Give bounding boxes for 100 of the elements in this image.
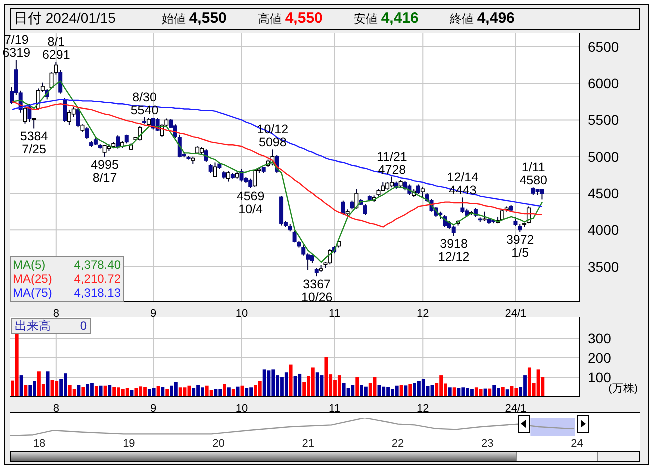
text: 始値 4,550 xyxy=(162,10,227,27)
text: 安値 4,416 xyxy=(354,10,419,27)
bar xyxy=(514,388,518,397)
candlestick xyxy=(416,184,421,195)
candlestick xyxy=(452,225,456,237)
bar xyxy=(462,388,466,397)
y-tick-label: 5500 xyxy=(588,112,620,128)
candlestick xyxy=(514,216,518,228)
y-tick-label: 5000 xyxy=(588,148,620,165)
x-tick-label: 10 xyxy=(236,308,248,320)
text: MA(75) 4,318.13 xyxy=(13,286,121,300)
y-tick-label: 100 xyxy=(588,369,612,386)
candlestick xyxy=(253,170,258,188)
annotation: 4569 10/4 xyxy=(236,189,265,216)
x-tick-label: 22 xyxy=(392,438,404,450)
bar xyxy=(311,368,315,397)
text: MA(25) 4,210.72 xyxy=(13,272,121,286)
x-tick-label: 24 xyxy=(571,438,584,450)
y-tick-label: 6500 xyxy=(588,38,620,55)
x-tick-label: 10 xyxy=(236,402,248,415)
x-tick-label: 24/1 xyxy=(505,308,527,320)
bar xyxy=(356,377,360,397)
bar xyxy=(232,389,236,397)
bar xyxy=(342,383,346,397)
bar xyxy=(378,385,382,397)
bar xyxy=(161,387,165,397)
annotation: 3972 1/5 xyxy=(506,233,534,260)
candlestick xyxy=(341,200,346,216)
bar xyxy=(99,386,103,397)
bar xyxy=(152,388,156,397)
x-tick-label: 8 xyxy=(53,308,60,320)
annotation: 8/30 5540 xyxy=(130,90,159,118)
candlestick xyxy=(213,162,218,178)
candlestick xyxy=(540,189,544,200)
y-tick-label: 300 xyxy=(588,330,612,346)
bar xyxy=(205,386,209,397)
annotation: 4995 8/17 xyxy=(91,158,119,186)
candlestick xyxy=(63,98,68,123)
annotation: 8/1 6291 xyxy=(42,35,70,62)
bar xyxy=(223,384,226,397)
bar xyxy=(479,389,483,397)
candlestick xyxy=(460,197,465,214)
annotation: 0 xyxy=(80,319,87,333)
bar xyxy=(245,388,249,397)
bar xyxy=(272,370,276,397)
bar xyxy=(55,381,59,397)
x-tick-label: 9 xyxy=(150,308,157,320)
bar xyxy=(338,376,342,397)
candlestick xyxy=(85,127,90,140)
candlestick xyxy=(76,108,80,128)
bar xyxy=(506,390,510,397)
annotation: 1/11 4580 xyxy=(520,160,548,188)
candlestick xyxy=(363,204,368,216)
bar xyxy=(488,388,492,397)
bar xyxy=(86,384,90,397)
chart-title: 日付 2024/01/15 xyxy=(14,10,117,28)
x-tick-label: 20 xyxy=(212,438,225,450)
annotation: 3918 12/12 xyxy=(438,237,470,264)
x-tick-label: 19 xyxy=(123,438,136,450)
bar xyxy=(192,388,196,397)
x-tick-label: 24/1 xyxy=(505,402,527,415)
candlestick xyxy=(116,135,120,150)
bar xyxy=(324,357,328,397)
bar xyxy=(126,388,130,397)
candlestick xyxy=(354,188,359,210)
x-tick-label: 23 xyxy=(482,438,494,450)
x-tick-label: 9 xyxy=(150,402,157,415)
bar xyxy=(364,386,368,397)
x-tick-label: 12 xyxy=(417,402,430,415)
y-tick-label: 4500 xyxy=(588,185,620,202)
bar xyxy=(408,384,412,397)
bar xyxy=(501,387,505,397)
candlestick xyxy=(482,211,487,222)
candlestick xyxy=(58,70,63,94)
bar xyxy=(351,385,355,397)
bar xyxy=(316,372,320,397)
y-tick-label: 4000 xyxy=(588,222,620,238)
bar xyxy=(72,389,76,397)
candlestick xyxy=(420,186,425,198)
text: 終値 4,496 xyxy=(450,10,515,27)
annotation: 3367 10/26 xyxy=(301,278,333,305)
bar xyxy=(174,382,178,397)
bar xyxy=(82,387,86,397)
bar xyxy=(15,332,19,397)
candlestick xyxy=(72,106,76,118)
bar xyxy=(166,389,170,397)
candlestick xyxy=(173,124,178,140)
bar xyxy=(134,388,138,397)
bar xyxy=(492,385,496,397)
annotation: 11/21 4728 xyxy=(377,150,408,177)
candlestick xyxy=(226,171,231,182)
annotation: 5384 7/25 xyxy=(20,130,48,157)
text: 高値 4,550 xyxy=(258,10,323,27)
candlestick xyxy=(23,105,28,124)
bar xyxy=(298,374,302,397)
candlestick xyxy=(302,245,306,256)
x-tick-label: 11 xyxy=(329,308,340,320)
x-tick-label: 8 xyxy=(53,402,60,415)
x-tick-label: 21 xyxy=(302,438,315,450)
bar xyxy=(218,389,222,397)
